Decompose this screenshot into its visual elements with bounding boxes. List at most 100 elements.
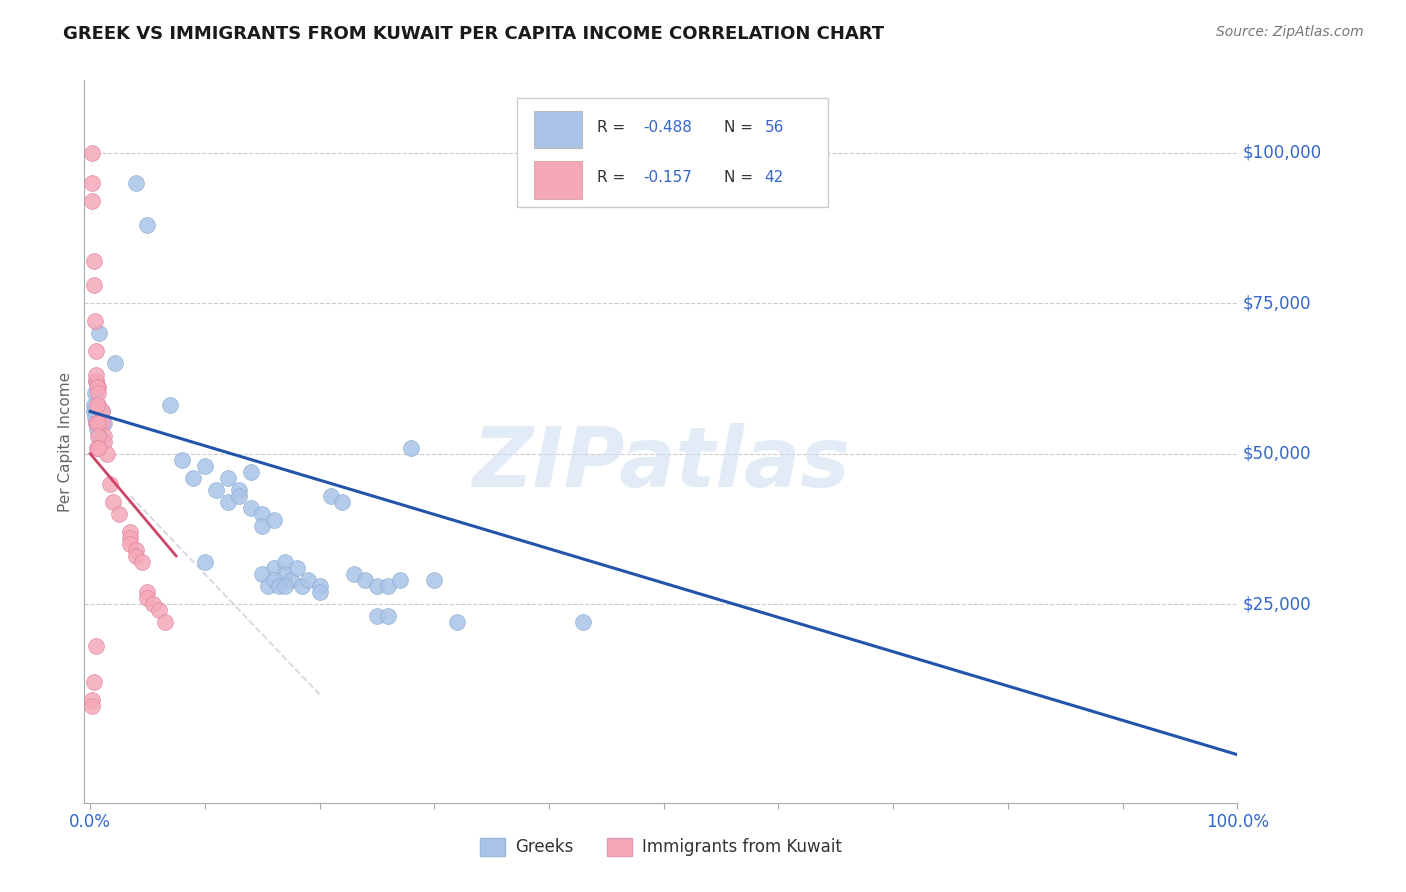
Point (83, 253, 105, 268)
Point (89, 428, 111, 442)
Point (131, 555, 153, 569)
Point (228, 483, 250, 497)
Point (269, 579, 291, 593)
Point (120, 524, 142, 539)
Point (136, 585, 159, 599)
Text: N =: N = (724, 170, 758, 186)
Point (93, 428, 115, 442)
Point (83, 675, 105, 690)
Text: 42: 42 (765, 170, 783, 186)
Text: $25,000: $25,000 (1243, 595, 1312, 613)
Point (263, 561, 285, 575)
Point (319, 489, 342, 503)
Point (87, 441, 110, 455)
Point (86, 441, 108, 455)
Text: R =: R = (598, 170, 630, 186)
Point (83, 410, 105, 425)
Point (87, 386, 110, 401)
Text: ZIPatlas: ZIPatlas (472, 423, 849, 504)
Point (257, 579, 280, 593)
Point (446, 615, 468, 630)
Point (354, 573, 377, 587)
Point (82, 176, 104, 190)
Point (239, 465, 262, 479)
Text: $100,000: $100,000 (1243, 144, 1322, 161)
Point (297, 573, 319, 587)
Point (83, 404, 105, 418)
Point (136, 218, 159, 232)
Text: Source: ZipAtlas.com: Source: ZipAtlas.com (1216, 25, 1364, 39)
Point (285, 561, 308, 575)
Point (93, 434, 115, 449)
Point (83, 386, 105, 401)
Point (87, 398, 110, 412)
FancyBboxPatch shape (534, 111, 582, 148)
Point (84, 374, 107, 388)
Point (388, 573, 411, 587)
Point (366, 609, 388, 624)
Point (274, 555, 297, 569)
Text: GREEK VS IMMIGRANTS FROM KUWAIT PER CAPITA INCOME CORRELATION CHART: GREEK VS IMMIGRANTS FROM KUWAIT PER CAPI… (63, 25, 884, 43)
Text: $75,000: $75,000 (1243, 294, 1312, 312)
Point (194, 555, 217, 569)
Point (101, 494, 124, 508)
Point (250, 518, 273, 533)
Point (86, 422, 108, 436)
Point (377, 609, 399, 624)
Point (104, 356, 127, 370)
Point (87, 380, 110, 394)
Point (239, 500, 262, 515)
Point (83, 314, 105, 328)
Point (274, 579, 297, 593)
Point (93, 417, 115, 431)
Point (142, 597, 165, 611)
Point (82, 145, 104, 160)
Point (90, 404, 112, 418)
Legend: Greeks, Immigrants from Kuwait: Greeks, Immigrants from Kuwait (474, 831, 848, 863)
Point (84, 374, 107, 388)
Point (89, 326, 111, 340)
Point (205, 483, 228, 497)
Text: N =: N = (724, 120, 758, 135)
Point (291, 579, 314, 593)
Point (572, 615, 595, 630)
Point (83, 277, 105, 292)
Text: R =: R = (598, 120, 630, 135)
Point (194, 458, 217, 473)
Point (86, 380, 108, 394)
Point (250, 507, 273, 521)
Point (125, 549, 148, 563)
Point (217, 470, 239, 484)
Point (332, 494, 354, 508)
Point (82, 693, 104, 707)
Point (250, 567, 273, 582)
Point (82, 194, 104, 208)
Point (83, 398, 105, 412)
Point (153, 615, 176, 630)
Point (308, 585, 330, 599)
Point (263, 573, 285, 587)
Point (308, 579, 330, 593)
Point (86, 398, 108, 412)
Text: -0.157: -0.157 (644, 170, 692, 186)
Point (82, 699, 104, 714)
Text: -0.488: -0.488 (644, 120, 692, 135)
Point (84, 368, 107, 383)
Text: $50,000: $50,000 (1243, 444, 1312, 463)
Point (148, 603, 170, 617)
Point (90, 417, 112, 431)
Point (120, 531, 142, 545)
Point (84, 639, 107, 653)
Point (98, 476, 121, 491)
Point (343, 567, 366, 582)
FancyBboxPatch shape (517, 98, 828, 207)
Point (280, 573, 302, 587)
Point (120, 537, 142, 551)
Point (274, 567, 297, 582)
Point (423, 573, 446, 587)
Point (159, 398, 181, 412)
Point (87, 428, 110, 442)
Point (263, 513, 285, 527)
Point (366, 579, 388, 593)
Point (107, 507, 129, 521)
